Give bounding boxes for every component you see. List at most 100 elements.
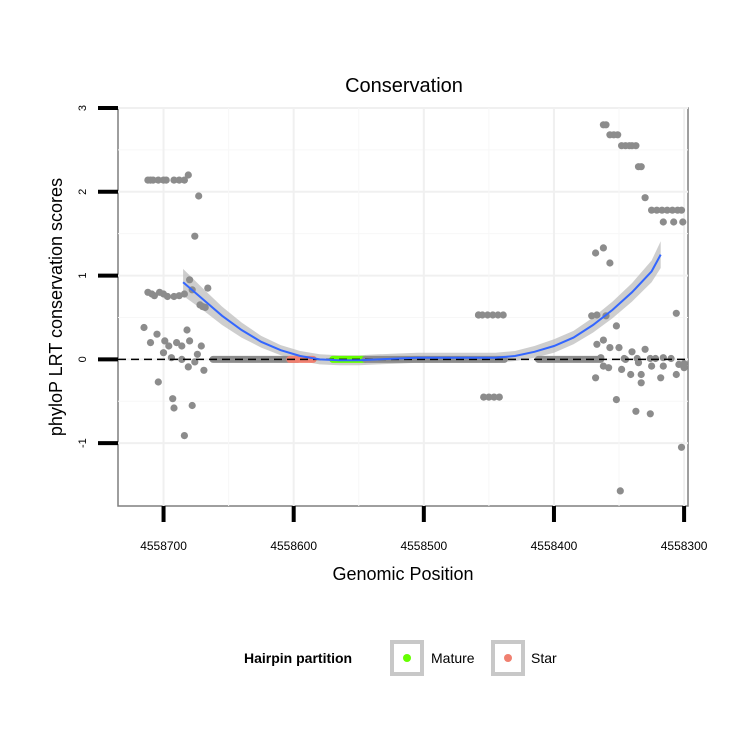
data-point xyxy=(651,354,660,363)
data-point xyxy=(484,311,492,319)
data-point xyxy=(200,366,208,374)
chart-title: Conservation xyxy=(345,75,463,97)
data-point xyxy=(646,354,654,363)
data-point xyxy=(186,337,194,345)
x-tick-label: 4558300 xyxy=(661,539,708,553)
data-point xyxy=(599,244,608,252)
data-point xyxy=(628,348,636,356)
smooth-fit-line xyxy=(182,254,662,362)
data-point xyxy=(592,249,600,257)
data-point xyxy=(170,404,178,412)
data-point xyxy=(169,395,177,403)
data-point xyxy=(495,393,503,401)
data-point xyxy=(193,350,201,358)
data-point xyxy=(161,337,169,345)
data-point xyxy=(178,342,186,350)
y-tick-label: 1 xyxy=(77,273,89,279)
data-point xyxy=(489,311,497,319)
data-point xyxy=(634,359,643,367)
y-axis: -1 0 1 2 3 xyxy=(77,105,118,448)
data-point xyxy=(150,292,158,300)
data-point xyxy=(632,407,640,415)
data-point xyxy=(183,326,191,334)
data-point xyxy=(140,323,148,332)
data-point xyxy=(614,131,622,139)
data-point xyxy=(165,342,173,350)
x-axis: 4558700 4558600 4558500 4558400 4558300 xyxy=(140,506,708,553)
data-point xyxy=(612,322,621,330)
data-point xyxy=(637,370,645,379)
data-point xyxy=(593,311,601,319)
data-point xyxy=(599,336,608,344)
data-point xyxy=(672,370,680,379)
data-point xyxy=(186,276,194,284)
data-point xyxy=(612,396,621,404)
data-point xyxy=(180,290,188,298)
data-point xyxy=(154,378,162,386)
data-point xyxy=(499,311,507,319)
data-point xyxy=(494,311,502,319)
data-point xyxy=(184,171,192,179)
data-point xyxy=(188,401,196,410)
y-axis-label: phyloP LRT conservation scores xyxy=(46,178,66,436)
legend-label-mature: Mature xyxy=(431,650,475,666)
data-point xyxy=(677,443,686,451)
data-point xyxy=(646,410,654,418)
data-point xyxy=(184,363,192,371)
data-point xyxy=(191,232,199,240)
data-point xyxy=(146,339,155,347)
data-point xyxy=(677,206,686,214)
legend-label-star: Star xyxy=(531,650,557,666)
data-point xyxy=(180,176,188,184)
data-point xyxy=(627,370,635,379)
data-point xyxy=(175,176,183,184)
data-point xyxy=(597,354,605,362)
data-point xyxy=(672,309,680,317)
data-point xyxy=(195,192,203,200)
legend-swatch-mature xyxy=(403,654,411,662)
data-point xyxy=(606,344,614,352)
data-point xyxy=(659,354,667,362)
data-point xyxy=(592,374,600,382)
data-point xyxy=(658,206,666,214)
data-point xyxy=(618,365,626,373)
x-tick-label: 4558400 xyxy=(531,539,578,553)
data-point xyxy=(173,339,181,347)
data-point xyxy=(201,303,209,311)
y-tick-label: -1 xyxy=(77,438,89,448)
data-point xyxy=(657,374,665,382)
data-point xyxy=(615,344,623,352)
data-points xyxy=(140,121,688,495)
data-point xyxy=(178,355,186,363)
x-tick-label: 4558700 xyxy=(140,539,187,553)
x-axis-label: Genomic Position xyxy=(332,564,473,584)
data-point xyxy=(648,362,656,370)
data-point xyxy=(606,259,614,267)
x-tick-label: 4558500 xyxy=(400,539,447,553)
data-point xyxy=(659,362,667,370)
data-point xyxy=(480,393,488,401)
data-point xyxy=(154,176,162,184)
data-point xyxy=(670,218,678,226)
data-point xyxy=(167,354,175,362)
data-point xyxy=(605,364,613,372)
data-point xyxy=(637,379,645,387)
data-point xyxy=(632,142,640,150)
data-point xyxy=(159,349,168,357)
data-point xyxy=(648,206,656,214)
data-point xyxy=(149,176,157,184)
data-point xyxy=(162,176,170,184)
data-point xyxy=(485,393,493,401)
data-point xyxy=(659,218,667,226)
data-point xyxy=(204,284,212,292)
data-point xyxy=(170,176,178,184)
legend-swatch-star xyxy=(504,654,512,662)
y-tick-label: 3 xyxy=(77,105,89,111)
y-tick-label: 2 xyxy=(77,189,89,195)
data-point xyxy=(197,342,205,350)
smooth-line xyxy=(182,254,662,362)
data-point xyxy=(668,206,677,214)
data-point xyxy=(680,360,688,368)
legend: Hairpin partition Mature Star xyxy=(244,640,557,676)
